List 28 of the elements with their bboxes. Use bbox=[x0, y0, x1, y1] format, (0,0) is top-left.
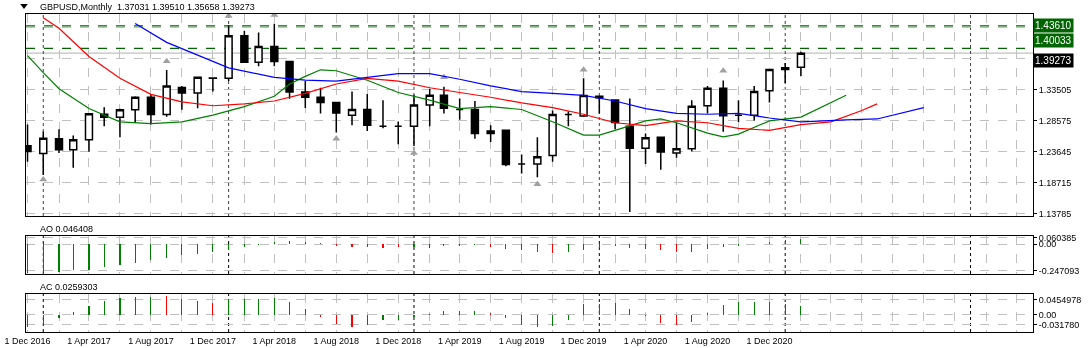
ref-line-label: 1.39273 bbox=[1035, 55, 1072, 66]
ref-line-label: 1.40033 bbox=[1035, 35, 1072, 46]
y-tick-label: 1.28575 bbox=[1038, 115, 1072, 126]
x-tick-label: 1 Aug 2020 bbox=[684, 335, 731, 346]
y-tick-label: -0.031780 bbox=[1038, 319, 1080, 330]
ref-line-label: 1.43610 bbox=[1035, 20, 1072, 31]
x-tick-label: 1 Dec 2017 bbox=[189, 335, 236, 346]
y-tick-label: -0.247093 bbox=[1038, 265, 1080, 276]
x-tick-label: 1 Apr 2020 bbox=[623, 335, 668, 346]
x-tick-label: 1 Apr 2018 bbox=[252, 335, 297, 346]
x-tick-label: 1 Dec 2018 bbox=[375, 335, 422, 346]
chart-title: AC 0.0259303 bbox=[40, 282, 98, 292]
y-tick-label: 1.13785 bbox=[1038, 208, 1072, 219]
x-tick-label: 1 Apr 2017 bbox=[67, 335, 111, 346]
y-tick-label: 1.33505 bbox=[1038, 84, 1072, 95]
x-tick-label: 1 Dec 2019 bbox=[560, 335, 607, 346]
y-tick-label: 1.23645 bbox=[1038, 146, 1072, 157]
x-tick-label: 1 Aug 2019 bbox=[498, 335, 545, 346]
y-tick-label: 0.00 bbox=[1038, 309, 1057, 320]
y-tick-label: 1.18715 bbox=[1038, 177, 1072, 188]
x-tick-label: 1 Apr 2019 bbox=[437, 335, 482, 346]
x-tick-label: 1 Dec 2016 bbox=[4, 335, 51, 346]
x-tick-label: 1 Dec 2020 bbox=[746, 335, 793, 346]
chart-title: GBPUSD,Monthly 1.37031 1.39510 1.35658 1.39273 bbox=[40, 2, 255, 12]
y-tick-label: 0.0454978 bbox=[1038, 294, 1082, 305]
chart-title: AO 0.046408 bbox=[40, 224, 94, 234]
x-tick-label: 1 Aug 2017 bbox=[128, 335, 174, 346]
x-tick-label: 1 Aug 2018 bbox=[313, 335, 360, 346]
